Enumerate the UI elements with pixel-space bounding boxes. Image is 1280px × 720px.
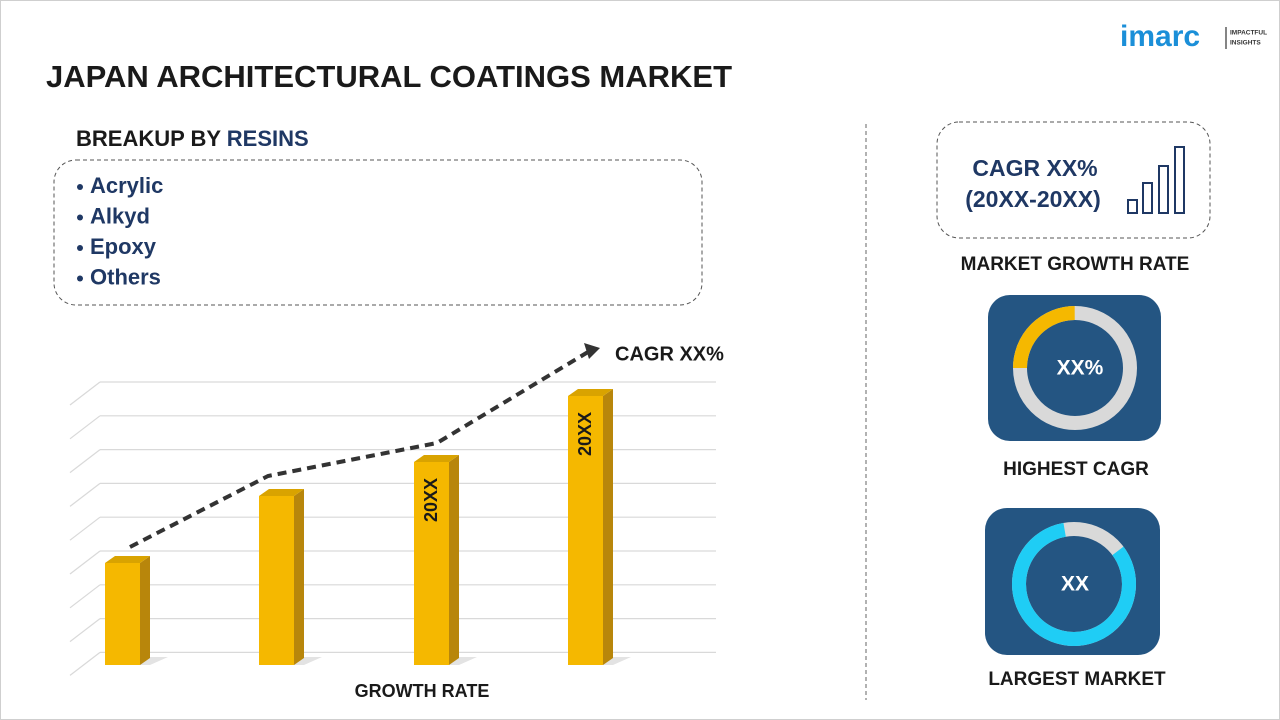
- bullet: [77, 245, 83, 251]
- breakup-item: Alkyd: [90, 203, 150, 228]
- grid-line: [69, 449, 101, 474]
- grid-line: [69, 584, 101, 609]
- growth-icon: [1127, 146, 1185, 214]
- grid-line: [69, 550, 101, 575]
- grid-line: [69, 482, 101, 507]
- breakup-label: BREAKUP BY RESINS: [76, 126, 309, 151]
- grid-line: [69, 651, 101, 676]
- breakup-box: [53, 159, 703, 306]
- card-caption: HIGHEST CAGR: [1003, 459, 1149, 480]
- bar-side: [140, 556, 150, 665]
- card-caption: MARKET GROWTH RATE: [961, 254, 1190, 275]
- logo-tagline: INSIGHTS: [1230, 40, 1261, 47]
- bullet: [77, 214, 83, 221]
- growth-text: (20XX-20XX): [965, 186, 1101, 212]
- bar-top: [259, 489, 304, 496]
- growth-chart: CAGR XX% 20XX 20XX GROWTH RATE: [69, 343, 724, 701]
- bullet: [77, 184, 83, 190]
- grid-line: [69, 516, 101, 541]
- bar: [414, 462, 449, 665]
- donut-arc: [1013, 306, 1137, 430]
- trend-arrow: [584, 343, 600, 359]
- bar-side: [294, 489, 304, 665]
- trend-line: [129, 350, 590, 549]
- bar: [259, 496, 294, 665]
- breakup-list: Acrylic Alkyd Epoxy Others: [77, 173, 163, 289]
- breakup-item: Others: [90, 264, 161, 289]
- breakup-prefix: BREAKUP BY: [76, 126, 221, 151]
- chart-annotation: CAGR XX%: [615, 343, 724, 365]
- card-caption: LARGEST MARKET: [988, 669, 1166, 690]
- bar-side: [603, 389, 613, 665]
- logo: imarc IMPACTFUL INSIGHTS: [1120, 20, 1267, 53]
- growth-text: CAGR XX%: [972, 155, 1097, 181]
- breakup-item: Acrylic: [90, 173, 163, 198]
- grid-line: [69, 618, 101, 643]
- page-title: JAPAN ARCHITECTURAL COATINGS MARKET: [46, 59, 732, 94]
- bar-side: [449, 455, 459, 665]
- logo-tagline: IMPACTFUL: [1230, 30, 1267, 37]
- breakup-item: Epoxy: [90, 234, 157, 259]
- growth-box: [936, 121, 1211, 239]
- grid-line: [69, 381, 101, 406]
- bar: [105, 563, 140, 665]
- bar-label: 20XX: [421, 478, 441, 522]
- card-value: XX: [1061, 573, 1089, 596]
- bullet: [77, 275, 83, 282]
- bar: [568, 396, 603, 665]
- bar-top: [105, 556, 150, 563]
- bar-top: [568, 389, 613, 396]
- breakup-segment: RESINS: [227, 126, 309, 151]
- logo-text: imarc: [1120, 20, 1200, 53]
- bar-top: [414, 455, 459, 462]
- axis-label: GROWTH RATE: [355, 681, 490, 701]
- grid-line: [69, 415, 101, 440]
- card-value: XX%: [1057, 357, 1104, 380]
- bar-label: 20XX: [575, 412, 595, 456]
